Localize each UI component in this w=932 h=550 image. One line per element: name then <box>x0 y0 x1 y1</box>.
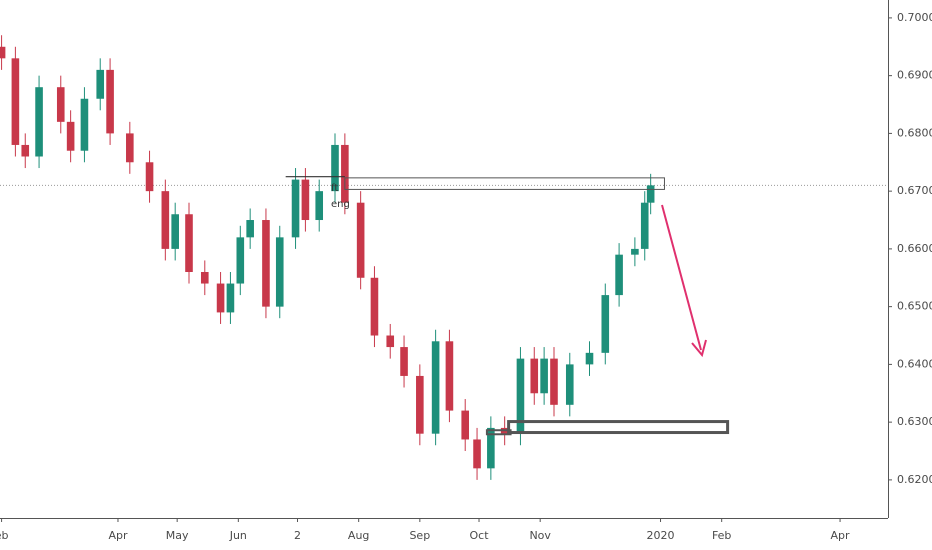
candle-body <box>540 358 548 394</box>
candle-body <box>161 191 170 249</box>
plot-area <box>0 35 888 480</box>
candle-body <box>400 347 408 376</box>
candle-body <box>126 133 134 163</box>
x-tick-label: 2020 <box>647 529 675 542</box>
candle-body <box>275 237 284 307</box>
candle-body <box>431 341 440 434</box>
y-tick-label: 0.66000 <box>897 242 932 255</box>
candle-body <box>236 237 245 284</box>
candle-body <box>56 87 65 122</box>
x-tick-label: eb <box>0 529 8 542</box>
candle-body <box>80 98 89 151</box>
candle-body <box>246 220 254 238</box>
candle-body <box>585 352 594 365</box>
candle-body <box>516 358 525 434</box>
candle-body <box>601 295 610 353</box>
candle-body <box>473 439 481 469</box>
candle-body <box>550 358 558 405</box>
candle-body <box>11 58 20 145</box>
candle-body <box>35 87 43 157</box>
y-tick-label: 0.65000 <box>897 300 932 313</box>
candle-body <box>461 410 470 440</box>
candle-body <box>96 69 105 99</box>
y-tick-label: 0.63000 <box>897 415 932 428</box>
y-tick-label: 0.70000 <box>897 11 932 24</box>
y-tick-label: 0.64000 <box>897 357 932 370</box>
candle-body <box>370 277 379 336</box>
candle-body <box>291 179 300 238</box>
candle-body <box>445 341 454 411</box>
candle-body <box>0 46 6 59</box>
candle-body <box>356 202 365 278</box>
x-tick-label: May <box>166 529 189 542</box>
candle-body <box>487 427 495 469</box>
x-tick-label: Apr <box>108 529 128 542</box>
x-tick-label: Apr <box>831 529 851 542</box>
candle-body <box>640 202 649 249</box>
y-tick-label: 0.62000 <box>897 473 932 486</box>
candle-body <box>631 248 639 255</box>
candle-body <box>106 69 114 134</box>
x-tick-label: Nov <box>529 529 551 542</box>
candle-body <box>646 185 655 203</box>
candle-body <box>185 214 193 272</box>
candle-body <box>341 144 349 203</box>
candle-body <box>315 191 324 221</box>
candle-body <box>145 162 154 192</box>
arrow-shaft <box>661 204 702 351</box>
zone <box>507 420 730 435</box>
candle-body <box>301 179 310 221</box>
zone <box>344 177 665 190</box>
y-tick-label: 0.67000 <box>897 184 932 197</box>
arrow <box>661 204 707 358</box>
x-tick-label: 2 <box>294 529 301 542</box>
candle-body <box>66 121 75 151</box>
candle-body <box>171 214 179 249</box>
x-tick-label: Aug <box>348 529 369 542</box>
candle-body <box>262 220 270 307</box>
annotation-text: eng <box>331 199 350 210</box>
candle-body <box>615 254 623 296</box>
annotation-text: ft <box>331 183 338 194</box>
candle-body <box>386 335 395 348</box>
x-tick-label: Feb <box>712 529 731 542</box>
candle-body <box>216 283 225 313</box>
x-tick-label: Jun <box>229 529 247 542</box>
candle-body <box>416 375 424 434</box>
y-tick-label: 0.69000 <box>897 69 932 82</box>
x-tick-label: Oct <box>470 529 490 542</box>
candle-body <box>200 271 209 284</box>
candle-body <box>565 364 574 405</box>
candle-body <box>226 283 235 313</box>
candle-body <box>331 144 339 192</box>
candle-body <box>21 144 30 157</box>
x-tick-label: Sep <box>409 529 430 542</box>
y-tick-label: 0.68000 <box>897 126 932 139</box>
arrow-head <box>691 339 707 358</box>
candle-body <box>530 358 539 394</box>
